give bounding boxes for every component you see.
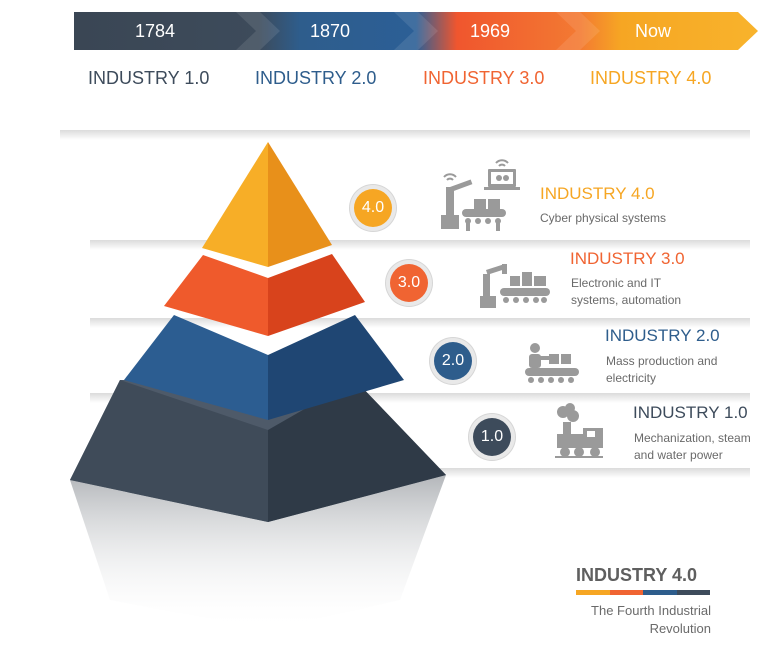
pyramid-reflection [70, 475, 446, 630]
shelf-line [90, 318, 750, 328]
level-desc-2: Mass production and electricity [606, 354, 718, 385]
footer-subtitle: The Fourth Industrial Revolution [591, 603, 711, 636]
era-label-industry-4: INDUSTRY 4.0 [590, 68, 712, 88]
pyramid-tier-3 [164, 254, 365, 336]
level-desc-4: Cyber physical systems [540, 211, 667, 225]
footer-color-stripe [576, 590, 710, 595]
level-desc-1: Mechanization, steam and water power [634, 431, 751, 462]
timeline-year-1969: 1969 [469, 21, 511, 41]
shelf-line [60, 130, 750, 140]
assembly-line-worker-icon [525, 343, 579, 383]
era-label-industry-3: INDUSTRY 3.0 [423, 68, 545, 88]
pyramid-tier-1 [70, 380, 446, 522]
timeline-year-1784: 1784 [134, 21, 176, 41]
level-title-1: INDUSTRY 1.0 [633, 403, 748, 422]
shelf-line [90, 240, 750, 250]
timeline-year-1870: 1870 [309, 21, 351, 41]
level-desc-3: Electronic and IT systems, automation [571, 276, 682, 307]
level-badge-4: 4.0 [354, 189, 392, 227]
pyramid-tier-2 [124, 315, 404, 420]
robot-arm-conveyor-icon [480, 263, 550, 308]
footer-title: INDUSTRY 4.0 [576, 565, 698, 585]
shelf-line [90, 393, 750, 403]
pyramid-diagram [70, 142, 446, 630]
timeline-year-now: Now [634, 21, 671, 41]
level-badge-3: 3.0 [390, 264, 428, 302]
steam-locomotive-icon [555, 403, 603, 458]
timeline-arrow [74, 12, 758, 50]
era-label-industry-2: INDUSTRY 2.0 [255, 68, 377, 88]
level-title-2: INDUSTRY 2.0 [605, 326, 720, 345]
level-title-4: INDUSTRY 4.0 [540, 184, 655, 203]
smart-factory-icon [441, 159, 520, 231]
era-label-industry-1: INDUSTRY 1.0 [88, 68, 210, 88]
level-title-3: INDUSTRY 3.0 [570, 249, 685, 268]
pyramid-tier-4 [202, 142, 332, 267]
level-badge-1: 1.0 [473, 418, 511, 456]
level-badge-2: 2.0 [434, 342, 472, 380]
